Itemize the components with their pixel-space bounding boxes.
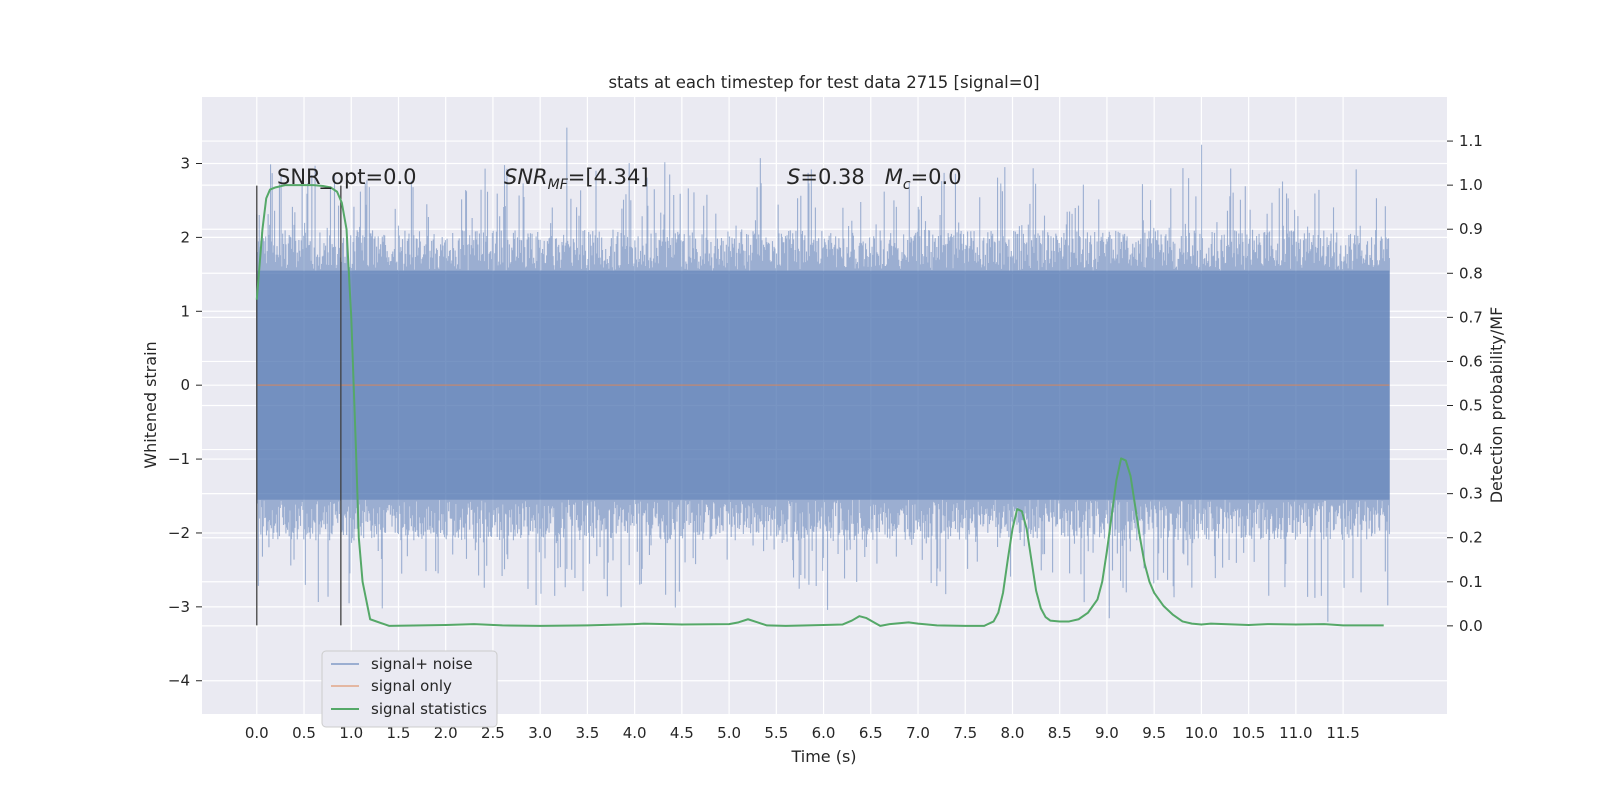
y2-tick-label-8: 0.8 <box>1459 264 1483 282</box>
chart-title: stats at each timestep for test data 271… <box>608 73 1039 92</box>
y-tick-label-5: 1 <box>180 302 190 320</box>
x-tick-label-20: 10.0 <box>1185 724 1218 742</box>
x-tick-label-5: 2.5 <box>481 724 505 742</box>
x-tick-label-17: 8.5 <box>1048 724 1072 742</box>
x-tick-label-14: 7.0 <box>906 724 930 742</box>
x-tick-label-22: 11.0 <box>1279 724 1312 742</box>
series-signal-statistics <box>255 184 1384 627</box>
annotation-s-value: =0.38 <box>800 165 884 189</box>
window-markers <box>256 185 342 626</box>
x-tick-label-8: 4.0 <box>623 724 647 742</box>
y-tick-label-3: −1 <box>168 450 190 468</box>
x-tick-label-19: 9.5 <box>1142 724 1166 742</box>
x-tick-label-13: 6.5 <box>859 724 883 742</box>
annotation-snr-mf-value: =[4.34] <box>568 165 649 189</box>
legend-label-signal-only: signal only <box>371 677 452 695</box>
y2-axis-label: Detection probability/MF <box>1487 307 1506 504</box>
x-tick-label-4: 2.0 <box>434 724 458 742</box>
legend-label-signal-statistics: signal statistics <box>371 700 487 718</box>
annotation-mc-sub: c <box>903 177 911 193</box>
y-axis-ticks: −4 −3 −2 −1 0 1 2 3 <box>168 155 202 690</box>
x-axis-label: Time (s) <box>790 747 856 766</box>
annotation-snr-mf: SNRMF=[4.34] <box>504 165 649 193</box>
annotation-snr-opt: SNR_opt=0.0 <box>277 165 417 190</box>
legend-label-signal-noise: signal+ noise <box>371 655 473 673</box>
y2-axis-ticks: 0.0 0.1 0.2 0.3 0.4 0.5 0.6 0.7 0.8 0.9 1.0 1.1 <box>1447 132 1483 635</box>
x-tick-label-12: 6.0 <box>812 724 836 742</box>
x-tick-label-7: 3.5 <box>575 724 599 742</box>
y2-tick-label-3: 0.3 <box>1459 485 1483 503</box>
x-tick-label-0: 0.0 <box>245 724 269 742</box>
x-tick-label-23: 11.5 <box>1326 724 1359 742</box>
y-tick-label-6: 2 <box>180 228 190 246</box>
annotations: SNR_opt=0.0 SNRMF=[4.34] S=0.38 Mc=0.0 <box>277 165 962 193</box>
y-axis-label: Whitened strain <box>141 341 160 468</box>
x-tick-label-3: 1.5 <box>387 724 411 742</box>
annotation-s-main: S <box>787 165 800 189</box>
statistics-line <box>255 184 1384 627</box>
y2-tick-label-0: 0.0 <box>1459 617 1483 635</box>
y-tick-label-2: −2 <box>168 524 190 542</box>
x-tick-label-11: 5.5 <box>764 724 788 742</box>
x-tick-label-2: 1.0 <box>339 724 363 742</box>
x-tick-label-18: 9.0 <box>1095 724 1119 742</box>
y2-tick-label-11: 1.1 <box>1459 132 1483 150</box>
y2-tick-label-4: 0.4 <box>1459 441 1483 459</box>
x-tick-label-9: 4.5 <box>670 724 694 742</box>
annotation-snr-mf-sub: MF <box>548 177 569 193</box>
y2-tick-label-7: 0.7 <box>1459 308 1483 326</box>
y-tick-label-4: 0 <box>180 376 190 394</box>
y2-tick-label-6: 0.6 <box>1459 352 1483 370</box>
y2-tick-label-10: 1.0 <box>1459 176 1483 194</box>
y2-tick-label-9: 0.9 <box>1459 220 1483 238</box>
annotation-s-mc: S=0.38 Mc=0.0 <box>787 165 962 193</box>
legend: signal+ noise signal only signal statist… <box>321 650 498 728</box>
x-tick-label-21: 10.5 <box>1232 724 1265 742</box>
annotation-snr-mf-main: SNR <box>504 165 548 189</box>
y2-tick-label-5: 0.5 <box>1459 397 1483 415</box>
y2-tick-label-1: 0.1 <box>1459 573 1483 591</box>
annotation-mc-value: =0.0 <box>911 165 962 189</box>
y2-tick-label-2: 0.2 <box>1459 529 1483 547</box>
x-tick-label-6: 3.0 <box>528 724 552 742</box>
y-tick-label-0: −4 <box>168 672 190 690</box>
x-axis-ticks: 0.0 0.5 1.0 1.5 2.0 2.5 3.0 3.5 4.0 4.5 5.0 5.5 6.0 6… <box>245 724 1360 742</box>
legend-box <box>321 650 498 728</box>
x-tick-label-16: 8.0 <box>1001 724 1025 742</box>
x-tick-label-15: 7.5 <box>953 724 977 742</box>
y-tick-label-7: 3 <box>180 155 190 173</box>
x-tick-label-1: 0.5 <box>292 724 316 742</box>
y-tick-label-1: −3 <box>168 598 190 616</box>
annotation-mc-main: M <box>885 165 903 189</box>
x-tick-label-10: 5.0 <box>717 724 741 742</box>
